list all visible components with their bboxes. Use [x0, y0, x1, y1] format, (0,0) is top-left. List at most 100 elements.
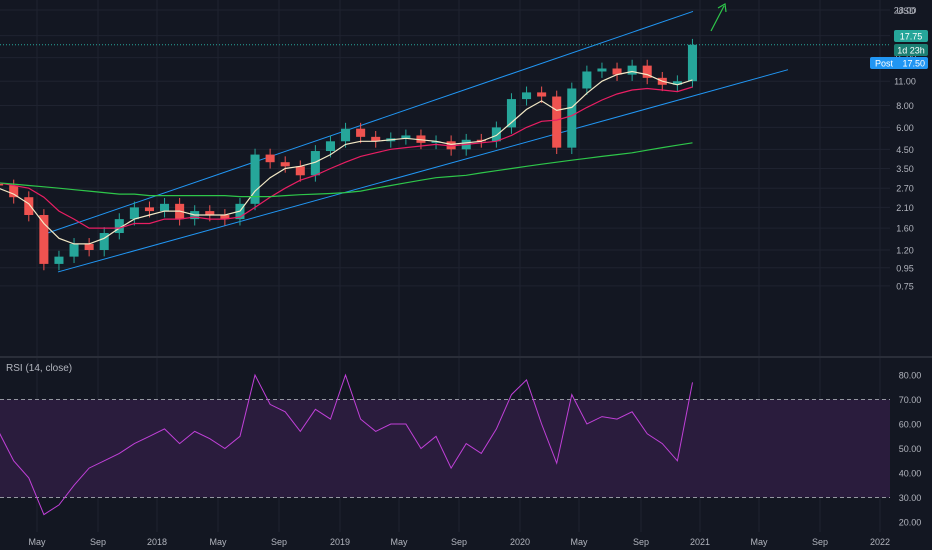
ma-mid-line: [0, 86, 693, 229]
ma-slow-line: [0, 142, 693, 198]
time-tick-label: Sep: [90, 537, 106, 547]
rsi-tick-label: 20.00: [899, 518, 922, 528]
ma-fast-line: [0, 70, 693, 245]
time-tick-label: 2022: [870, 537, 890, 547]
candle-body: [99, 233, 109, 251]
time-tick-label: Sep: [451, 537, 467, 547]
time-tick-label: Sep: [812, 537, 828, 547]
time-tick-label: Sep: [271, 537, 287, 547]
candle-body: [341, 128, 351, 142]
candle-body: [627, 65, 637, 75]
time-tick-label: May: [390, 537, 408, 547]
candle-body: [265, 154, 275, 163]
post-market-label: Post: [875, 59, 894, 69]
time-tick-label: 2020: [510, 537, 530, 547]
projection-arrow-head: [717, 3, 727, 13]
candle-body: [205, 211, 215, 216]
time-tick-label: 2018: [147, 537, 167, 547]
candle-body: [506, 99, 516, 128]
candle-body: [597, 68, 607, 72]
price-tick-label: 4.50: [896, 145, 914, 155]
price-tick-label: 2.70: [896, 184, 914, 194]
time-tick-label: May: [209, 537, 227, 547]
candle-body: [537, 92, 547, 97]
candle-body: [325, 141, 335, 152]
candle-body: [687, 44, 697, 82]
rsi-indicator-label[interactable]: RSI (14, close): [6, 363, 72, 374]
candle-body: [250, 154, 260, 204]
currency-label: USD: [896, 6, 916, 16]
candle-body: [280, 162, 290, 167]
rsi-tick-label: 80.00: [899, 371, 922, 381]
candle-body: [356, 128, 366, 137]
candle-body: [552, 96, 562, 148]
channel-lower-line: [57, 69, 789, 273]
rsi-tick-label: 40.00: [899, 469, 922, 479]
current-price-tag: [894, 30, 928, 42]
rsi-overbought-oversold-band: [0, 399, 890, 498]
candle-body: [582, 71, 592, 89]
bar-countdown: 1d 23h: [897, 46, 925, 56]
candle-body: [446, 141, 456, 150]
candle-body: [476, 139, 486, 142]
time-tick-label: 2021: [690, 537, 710, 547]
price-tags: 17.75 1d 23h Post 17.50: [870, 30, 928, 69]
rsi-line: [0, 373, 693, 516]
candle-body: [491, 127, 501, 142]
candle-body: [24, 197, 34, 216]
price-plot[interactable]: [0, 3, 890, 273]
projection-arrow-line: [710, 5, 725, 32]
candle-body: [612, 68, 622, 75]
time-tick-label: Sep: [633, 537, 649, 547]
candle-body: [114, 219, 124, 234]
price-tick-label: 8.00: [896, 101, 914, 111]
post-market-price: 17.50: [902, 59, 925, 69]
current-price-value: 17.75: [900, 32, 923, 42]
rsi-plot[interactable]: [0, 373, 693, 516]
time-tick-label: 2019: [330, 537, 350, 547]
candle-body: [371, 136, 381, 142]
rsi-tick-label: 50.00: [899, 444, 922, 454]
rsi-axis[interactable]: 80.00 70.00 60.00 50.00 40.00 30.00 20.00: [899, 371, 922, 528]
time-tick-label: May: [570, 537, 588, 547]
price-tick-label: 11.00: [894, 77, 916, 87]
candle-body: [39, 215, 49, 264]
candle-body: [144, 207, 154, 212]
price-tick-label: 2.10: [896, 203, 914, 213]
candle-body: [54, 256, 64, 264]
time-axis[interactable]: May Sep 2018 May Sep 2019 May Sep 2020 May Sep 2021…: [28, 537, 890, 547]
price-tick-label: 3.50: [896, 164, 914, 174]
candle-body: [401, 135, 411, 139]
price-tick-label: 1.20: [896, 246, 914, 256]
candle-body: [642, 65, 652, 78]
price-tick-label: 6.00: [896, 123, 914, 133]
countdown-tag: [894, 44, 928, 56]
price-tick-label: 0.75: [896, 281, 914, 291]
candle-body: [0, 183, 4, 186]
price-tick-label: 28.00: [894, 6, 917, 16]
candle-body: [416, 135, 426, 143]
candle-body: [9, 185, 19, 198]
rsi-tick-label: 70.00: [899, 395, 922, 405]
candle-body: [522, 92, 532, 100]
rsi-band-layer: [0, 399, 890, 498]
candle-body: [295, 166, 305, 176]
candle-body: [431, 141, 441, 143]
candle-body: [220, 215, 230, 220]
candle-body: [310, 151, 320, 176]
price-tick-label: 0.95: [896, 263, 914, 273]
candle-body: [672, 81, 682, 85]
time-tick-label: May: [750, 537, 768, 547]
post-market-tag: [870, 57, 928, 69]
rsi-tick-label: 30.00: [899, 493, 922, 503]
candle-body: [160, 203, 170, 212]
candle-body: [567, 88, 577, 148]
channel-upper-line: [39, 10, 694, 237]
candle-body: [129, 207, 139, 220]
time-tick-label: May: [28, 537, 46, 547]
candle-body: [84, 243, 94, 251]
price-tick-label: 1.60: [896, 224, 914, 234]
candle-body: [69, 243, 79, 257]
rsi-tick-label: 60.00: [899, 420, 922, 430]
